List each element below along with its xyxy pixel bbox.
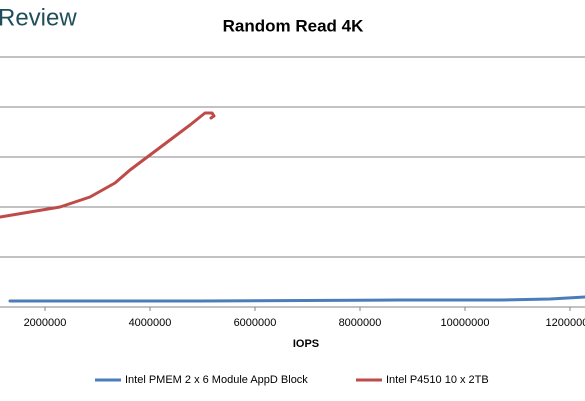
x-tick-label: 10000000 — [441, 317, 490, 329]
legend-label: Intel P4510 10 x 2TB — [386, 374, 489, 386]
x-tick-label: 6000000 — [234, 317, 277, 329]
logo: Review — [0, 4, 77, 31]
series-line — [8, 295, 585, 303]
x-tick-label: 2000000 — [24, 317, 67, 329]
x-tick-label: 12000000 — [546, 317, 585, 329]
legend-label: Intel PMEM 2 x 6 Module AppD Block — [125, 374, 308, 386]
x-axis-label: IOPS — [293, 338, 319, 350]
x-tick-label: 8000000 — [339, 317, 382, 329]
x-tick-label: 4000000 — [129, 317, 172, 329]
series-line — [0, 111, 216, 219]
chart-title: Random Read 4K — [223, 16, 364, 35]
